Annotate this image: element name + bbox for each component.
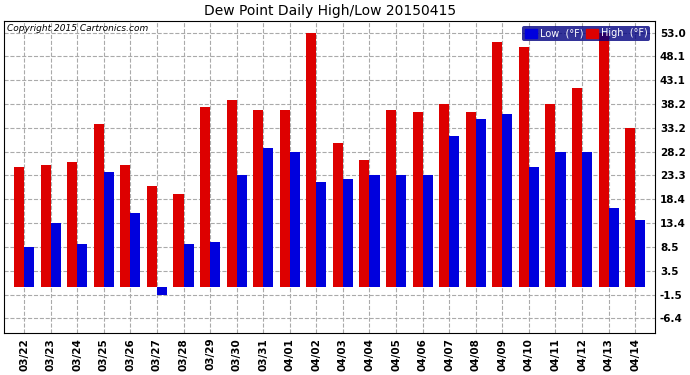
Bar (502, 114, 513, 287)
Bar (333, 143, 343, 287)
Bar (359, 160, 369, 287)
Bar (50, 223, 61, 287)
Bar (476, 119, 486, 287)
Bar (226, 100, 237, 287)
Bar (237, 176, 247, 287)
Bar (67, 162, 77, 287)
Bar (14, 167, 24, 287)
Bar (386, 110, 396, 287)
Bar (306, 33, 316, 287)
Bar (492, 42, 502, 287)
Bar (582, 152, 592, 287)
Bar (396, 176, 406, 287)
Title: Dew Point Daily High/Low 20150415: Dew Point Daily High/Low 20150415 (204, 4, 455, 18)
Bar (343, 179, 353, 287)
Bar (529, 167, 539, 287)
Bar (369, 176, 380, 287)
Bar (609, 208, 619, 287)
Bar (449, 136, 460, 287)
Bar (572, 88, 582, 287)
Bar (519, 47, 529, 287)
Bar (104, 172, 114, 287)
Legend: Low  (°F), High  (°F): Low (°F), High (°F) (522, 26, 650, 41)
Bar (77, 244, 88, 287)
Bar (545, 104, 555, 287)
Bar (625, 128, 635, 287)
Bar (290, 152, 300, 287)
Bar (157, 287, 167, 294)
Bar (210, 242, 220, 287)
Bar (555, 152, 566, 287)
Bar (598, 33, 609, 287)
Bar (24, 246, 34, 287)
Bar (635, 220, 645, 287)
Bar (120, 165, 130, 287)
Bar (466, 112, 476, 287)
Bar (263, 148, 273, 287)
Bar (94, 124, 104, 287)
Bar (422, 176, 433, 287)
Bar (279, 110, 290, 287)
Bar (413, 112, 422, 287)
Bar (253, 110, 263, 287)
Bar (184, 244, 194, 287)
Bar (130, 213, 141, 287)
Bar (41, 165, 50, 287)
Bar (173, 194, 184, 287)
Bar (200, 107, 210, 287)
Bar (147, 186, 157, 287)
Text: Copyright 2015 Cartronics.com: Copyright 2015 Cartronics.com (8, 24, 148, 33)
Bar (439, 104, 449, 287)
Bar (316, 182, 326, 287)
